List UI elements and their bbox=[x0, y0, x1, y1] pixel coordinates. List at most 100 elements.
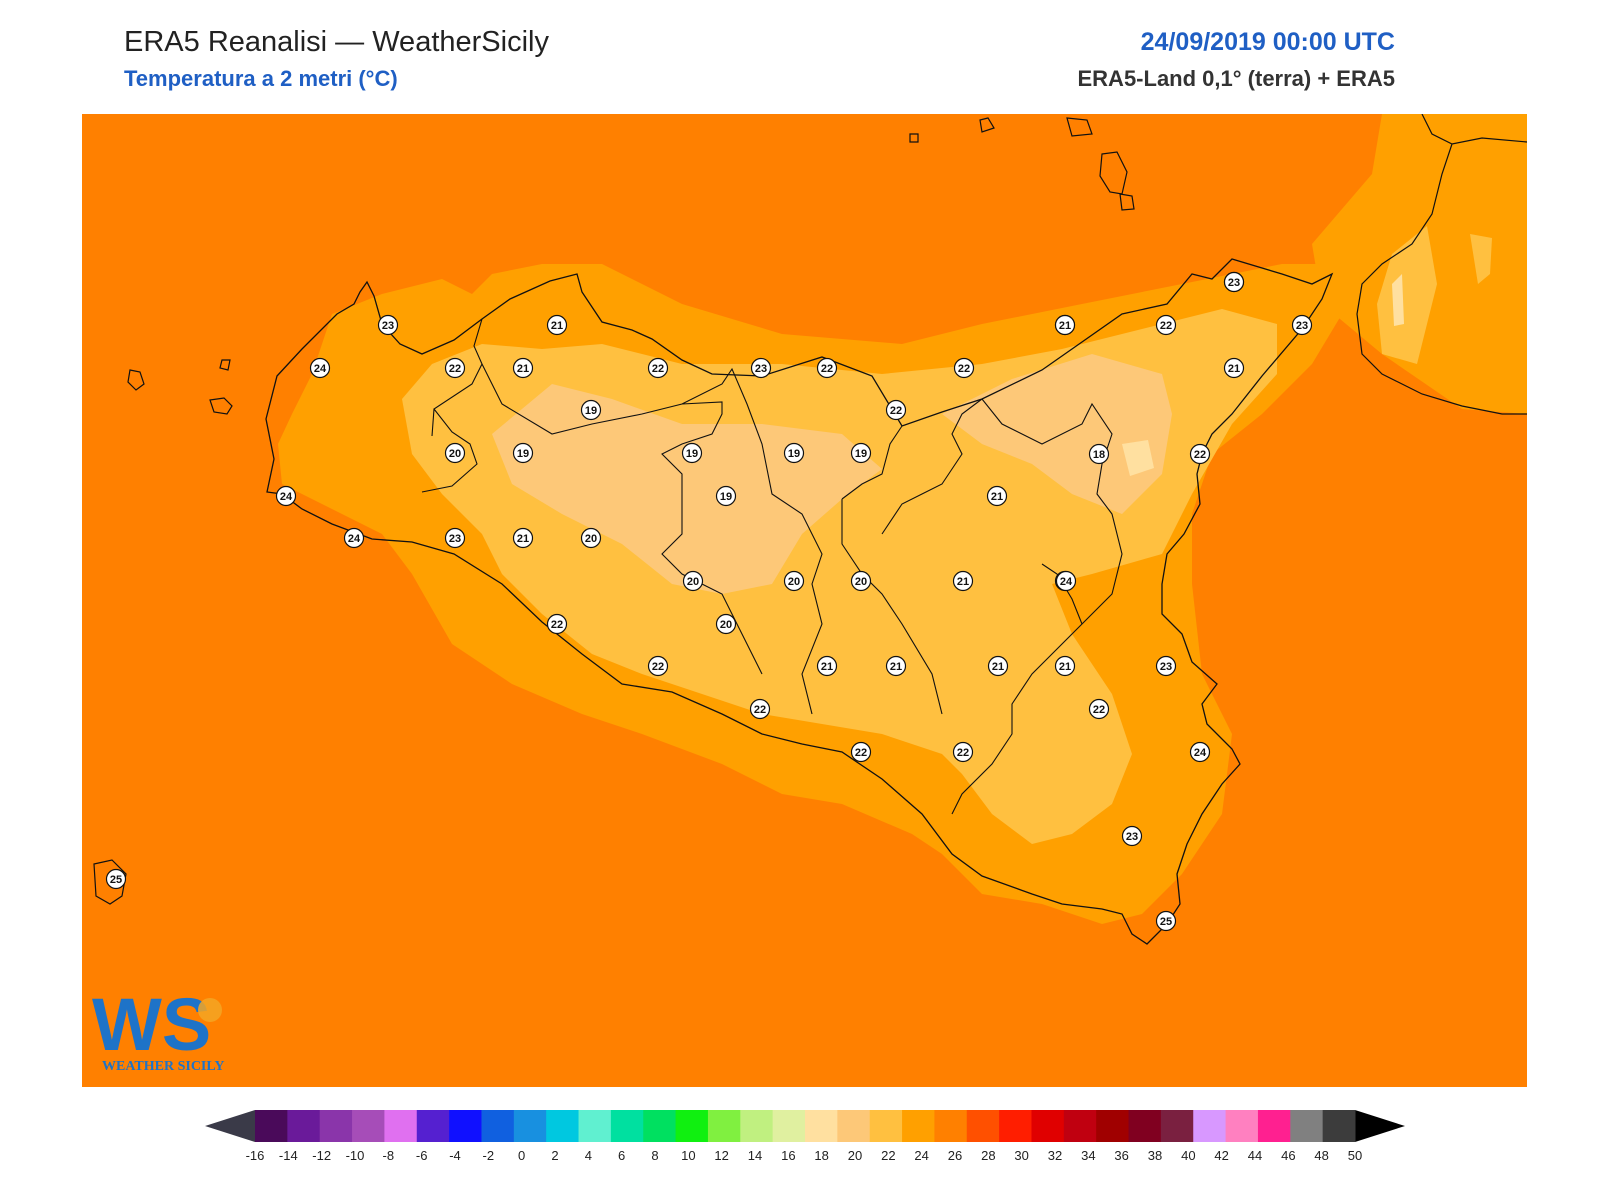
data-source: ERA5-Land 0,1° (terra) + ERA5 bbox=[1077, 66, 1396, 91]
colorbar-tick-label: 36 bbox=[1114, 1148, 1128, 1163]
station-value: 25 bbox=[110, 874, 122, 886]
colorbar-tick-label: -12 bbox=[312, 1148, 331, 1163]
station-value: 21 bbox=[517, 533, 529, 545]
station-marker: 20 bbox=[783, 570, 805, 592]
station-marker-circle bbox=[850, 442, 872, 464]
colorbar-cell bbox=[1290, 1110, 1324, 1142]
station-marker: 22 bbox=[444, 357, 466, 379]
map-title: ERA5 Reanalisi — WeatherSicily bbox=[124, 26, 549, 58]
station-marker-circle bbox=[1223, 357, 1245, 379]
colorbar-tick-label: 42 bbox=[1214, 1148, 1228, 1163]
station-value: 24 bbox=[280, 491, 293, 503]
station-value: 22 bbox=[821, 363, 833, 375]
station-value: 22 bbox=[1160, 320, 1172, 332]
station-marker-circle bbox=[749, 698, 771, 720]
station-value: 23 bbox=[1160, 661, 1172, 673]
colorbar-tick-label: -14 bbox=[279, 1148, 298, 1163]
colorbar-tick-label: -6 bbox=[416, 1148, 428, 1163]
colorbar-cell bbox=[287, 1110, 321, 1142]
station-value: 24 bbox=[314, 363, 327, 375]
logo-wordmark: WEATHER SICILY bbox=[102, 1059, 225, 1074]
colorbar-cell bbox=[319, 1110, 353, 1142]
station-marker-circle bbox=[580, 399, 602, 421]
station-marker: 24 bbox=[343, 527, 365, 549]
station-marker-circle bbox=[715, 485, 737, 507]
station-marker: 20 bbox=[715, 613, 737, 635]
temperature-band-18-west bbox=[492, 384, 882, 594]
colorbar-over-arrow bbox=[1355, 1110, 1405, 1142]
station-value: 20 bbox=[855, 576, 867, 588]
station-value: 21 bbox=[1059, 661, 1071, 673]
colorbar-cell bbox=[416, 1110, 450, 1142]
colorbar-tick-label: -8 bbox=[383, 1148, 395, 1163]
station-marker-circle bbox=[1155, 910, 1177, 932]
station-marker: 19 bbox=[512, 442, 534, 464]
station-value: 22 bbox=[957, 747, 969, 759]
station-marker: 19 bbox=[715, 485, 737, 507]
colorbar-tick-label: 4 bbox=[585, 1148, 592, 1163]
colorbar-tick-label: 0 bbox=[518, 1148, 525, 1163]
colorbar-tick-label: 2 bbox=[551, 1148, 558, 1163]
station-marker: 22 bbox=[749, 698, 771, 720]
station-marker: 21 bbox=[1223, 357, 1245, 379]
station-value: 21 bbox=[991, 491, 1003, 503]
station-marker: 22 bbox=[647, 357, 669, 379]
colorbar-tick-label: 28 bbox=[981, 1148, 995, 1163]
station-marker-circle bbox=[850, 741, 872, 763]
station-marker: 22 bbox=[647, 655, 669, 677]
station-marker: 22 bbox=[816, 357, 838, 379]
station-labels: 23 21 24 22 21 22 23 22 19 22 20 19 19 19 19 24 19 24 23 21… bbox=[105, 271, 1313, 932]
colorbar-cell bbox=[610, 1110, 644, 1142]
station-value: 25 bbox=[1160, 916, 1172, 928]
station-marker-circle bbox=[1189, 443, 1211, 465]
station-marker: 20 bbox=[682, 570, 704, 592]
station-value: 22 bbox=[1093, 704, 1105, 716]
station-value: 21 bbox=[517, 363, 529, 375]
station-marker: 24 bbox=[1189, 741, 1211, 763]
station-marker-circle bbox=[275, 485, 297, 507]
station-marker-circle bbox=[885, 399, 907, 421]
colorbar-tick-label: 32 bbox=[1048, 1148, 1062, 1163]
station-value: 21 bbox=[957, 576, 969, 588]
station-marker: 22 bbox=[1189, 443, 1211, 465]
station-value: 21 bbox=[890, 661, 902, 673]
station-value: 19 bbox=[686, 448, 698, 460]
station-marker: 22 bbox=[952, 741, 974, 763]
colorbar-tick-label: 24 bbox=[914, 1148, 928, 1163]
station-marker-circle bbox=[309, 357, 331, 379]
station-value: 21 bbox=[992, 661, 1004, 673]
station-value: 23 bbox=[449, 533, 461, 545]
station-marker-circle bbox=[850, 570, 872, 592]
colorbar-tick-label: 48 bbox=[1314, 1148, 1328, 1163]
colorbar-cell bbox=[934, 1110, 968, 1142]
colorbar-cell bbox=[255, 1110, 288, 1142]
station-marker-circle bbox=[343, 527, 365, 549]
colorbar-tick-label: 30 bbox=[1014, 1148, 1028, 1163]
colorbar-cell bbox=[1096, 1110, 1130, 1142]
station-marker-circle bbox=[1155, 314, 1177, 336]
colorbar-tick-label: 14 bbox=[748, 1148, 762, 1163]
temperature-band-16 bbox=[1122, 440, 1154, 476]
colorbar-cell bbox=[1128, 1110, 1162, 1142]
map-subtitle: Temperatura a 2 metri (°C) bbox=[124, 66, 398, 91]
station-value: 19 bbox=[517, 448, 529, 460]
station-marker-circle bbox=[1291, 314, 1313, 336]
station-value: 19 bbox=[720, 491, 732, 503]
station-marker-circle bbox=[444, 442, 466, 464]
station-marker: 23 bbox=[1121, 825, 1143, 847]
station-marker-circle bbox=[783, 570, 805, 592]
colorbar-tick-label: 6 bbox=[618, 1148, 625, 1163]
colorbar-tick-label: 12 bbox=[714, 1148, 728, 1163]
aeolian-islands bbox=[909, 117, 1135, 211]
station-marker: 25 bbox=[105, 868, 127, 890]
station-marker: 21 bbox=[1054, 655, 1076, 677]
station-value: 18 bbox=[1093, 449, 1105, 461]
temperature-map: 23 21 24 22 21 22 23 22 19 22 20 19 19 19 19 24 19 24 23 21… bbox=[82, 114, 1527, 1087]
colorbar-cell bbox=[449, 1110, 482, 1142]
station-marker: 21 bbox=[952, 570, 974, 592]
station-marker-circle bbox=[816, 357, 838, 379]
station-marker-circle bbox=[682, 570, 704, 592]
egadi-islands bbox=[127, 359, 233, 415]
station-value: 22 bbox=[958, 363, 970, 375]
station-value: 24 bbox=[348, 533, 361, 545]
